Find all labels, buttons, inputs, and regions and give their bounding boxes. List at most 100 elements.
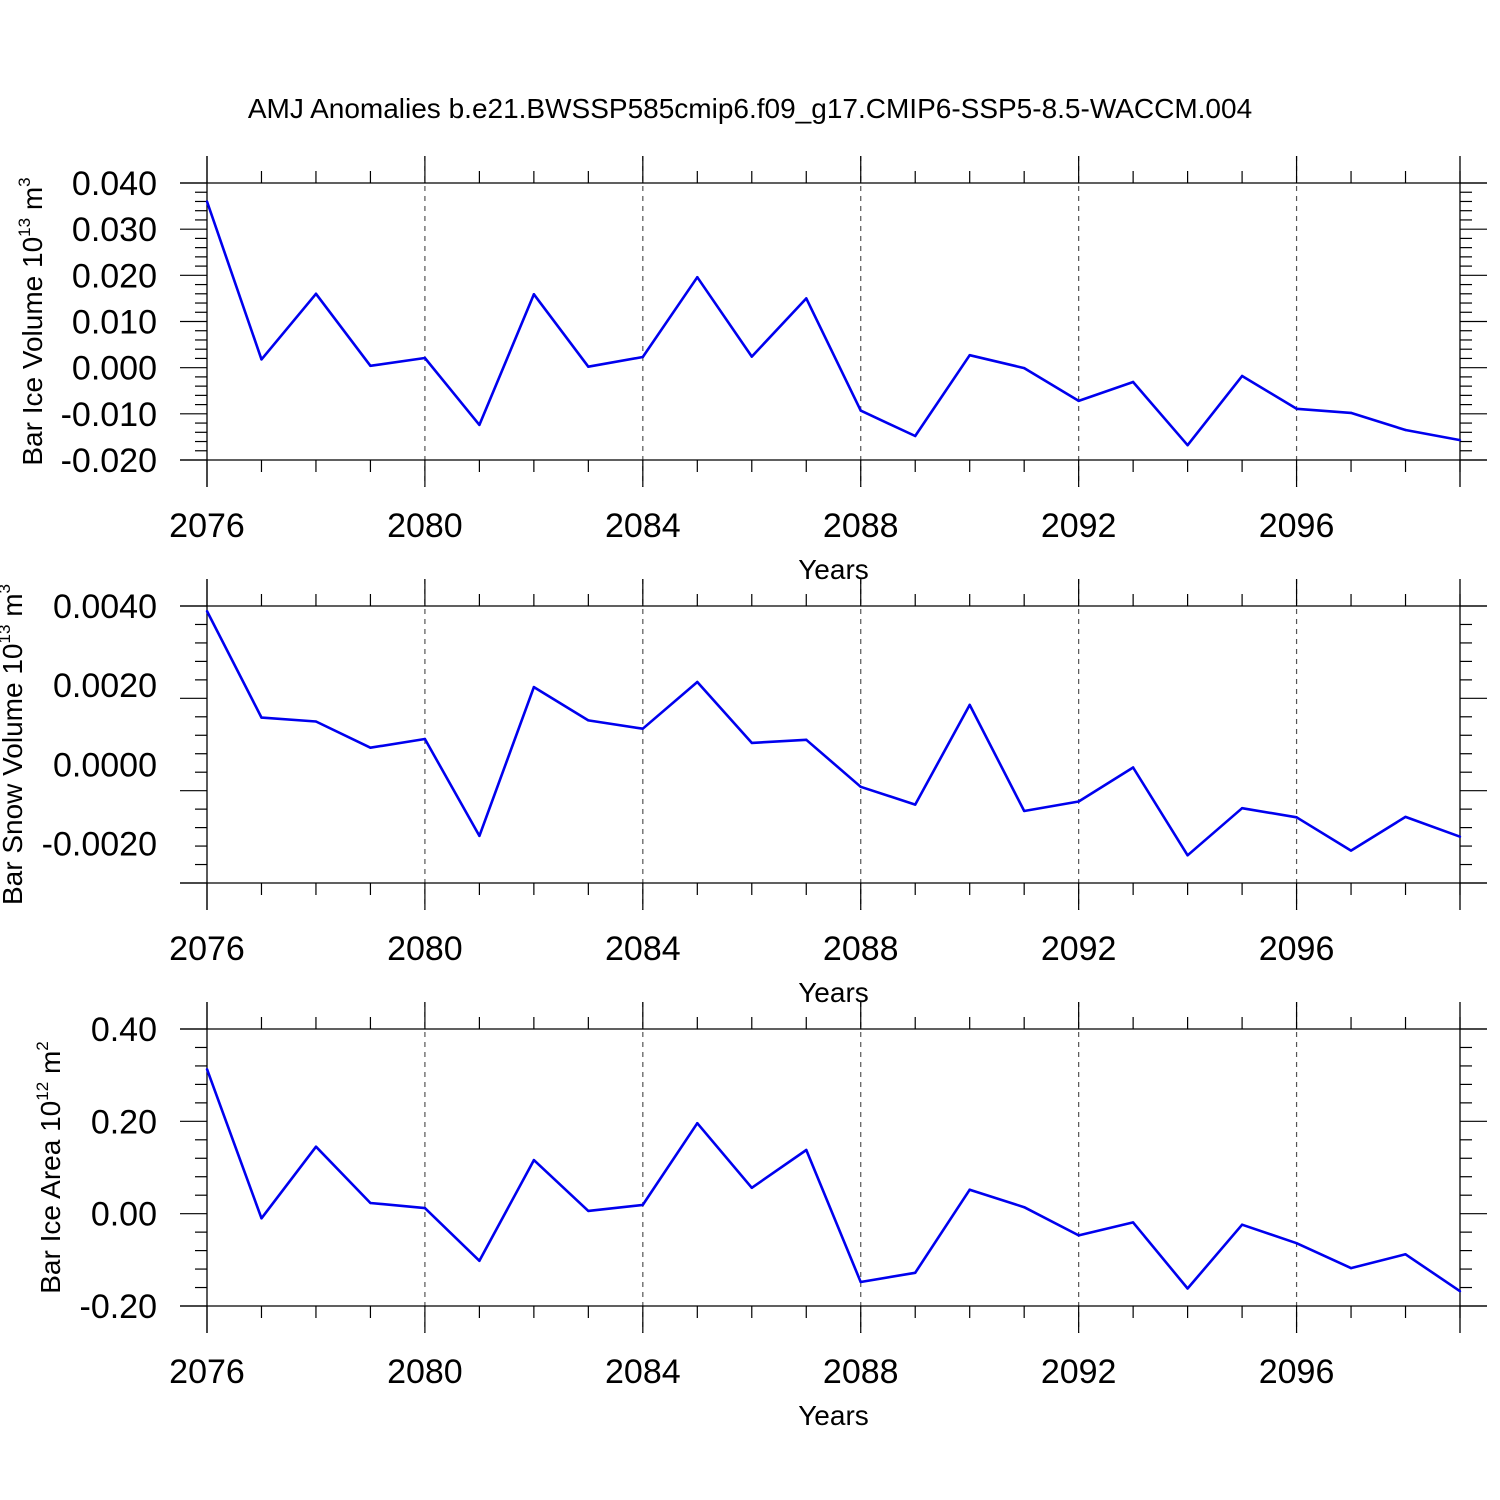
data-point <box>1349 411 1353 415</box>
data-point <box>914 1271 917 1274</box>
y-tick-label: -0.0020 <box>42 825 157 863</box>
data-point <box>369 746 372 749</box>
panel-2: 0.0040 0.0020 0.0000 -0.0020 2076 2080 2084 208… <box>0 579 1487 1008</box>
y-tick-label: 0.020 <box>72 257 157 295</box>
data-point <box>1077 1234 1080 1237</box>
data-point <box>750 741 753 745</box>
data-point <box>314 720 318 723</box>
data-point <box>205 1067 209 1071</box>
data-point <box>1295 1242 1298 1245</box>
panels: 0.040 0.030 0.020 0.010 0.000 -0.010 -0.020 207… <box>0 156 1487 1431</box>
data-point <box>641 1203 645 1207</box>
data-point <box>587 365 590 368</box>
figure-title: AMJ Anomalies b.e21.BWSSP585cmip6.f09_g1… <box>248 93 1252 124</box>
x-tick-label: 2080 <box>387 1353 463 1391</box>
data-point <box>1186 854 1189 857</box>
y-tick-label: -0.010 <box>61 396 157 434</box>
data-point <box>968 354 971 357</box>
x-tick-label: 2088 <box>823 930 899 968</box>
y-tick-label: 0.0040 <box>53 588 157 626</box>
data-point <box>587 1209 590 1213</box>
plot-frame <box>180 1002 1487 1333</box>
data-point <box>859 409 862 412</box>
data-point <box>1186 1287 1189 1290</box>
data-point <box>1022 1206 1026 1209</box>
data-point <box>369 1201 372 1205</box>
data-point <box>205 609 209 613</box>
data-point <box>750 1186 753 1190</box>
x-tick-label: 2096 <box>1259 507 1335 545</box>
data-point <box>260 1217 263 1220</box>
panel-1: 0.040 0.030 0.020 0.010 0.000 -0.010 -0.020 207… <box>15 156 1487 585</box>
data-point <box>1458 835 1462 838</box>
y-tick-label: -0.20 <box>80 1288 158 1326</box>
x-tick-label: 2084 <box>605 507 681 545</box>
data-point <box>1295 816 1298 819</box>
y-axis-label: Bar Ice Volume 1013 m3 <box>15 177 48 465</box>
data-point <box>423 1206 427 1210</box>
data-point <box>205 200 209 203</box>
series-line <box>205 1068 1461 1293</box>
data-point <box>478 1259 481 1262</box>
data-point <box>750 355 753 358</box>
x-tick-label: 2096 <box>1259 930 1335 968</box>
data-point <box>641 727 645 730</box>
data-point <box>1131 766 1135 769</box>
x-tick-label: 2080 <box>387 930 463 968</box>
data-point <box>369 364 372 368</box>
x-axis-label: Years <box>798 977 869 1008</box>
data-point <box>1295 407 1298 410</box>
data-point <box>532 1158 536 1162</box>
data-point <box>1077 800 1080 803</box>
data-point <box>1240 1223 1244 1226</box>
data-point <box>1186 444 1189 447</box>
panel-3: 0.40 0.20 0.00 -0.20 2076 2080 2084 2088 2092 209… <box>33 1002 1487 1431</box>
data-point <box>1077 399 1080 403</box>
x-axis-label: Years <box>798 1400 869 1431</box>
data-point <box>641 355 645 359</box>
series-line <box>205 610 1461 857</box>
x-tick-label: 2076 <box>169 1353 245 1391</box>
data-point <box>968 1188 971 1191</box>
x-tick-label: 2092 <box>1041 507 1117 545</box>
data-point <box>805 738 808 741</box>
y-tick-label: 0.20 <box>91 1103 157 1141</box>
x-tick-label: 2088 <box>823 1353 899 1391</box>
x-tick-label: 2076 <box>169 507 245 545</box>
data-point <box>1240 374 1244 378</box>
data-point <box>314 1145 318 1148</box>
x-tick-label: 2096 <box>1259 1353 1335 1391</box>
y-tick-label: 0.000 <box>72 350 157 388</box>
plot-frame <box>180 579 1487 910</box>
data-point <box>1349 849 1353 852</box>
y-tick-label: -0.020 <box>61 442 157 480</box>
data-point <box>260 716 263 719</box>
data-point <box>1131 1221 1135 1224</box>
data-point <box>532 293 536 296</box>
data-point <box>1022 366 1026 370</box>
y-tick-label: 0.010 <box>72 304 157 342</box>
data-point <box>1404 1253 1407 1256</box>
data-point <box>805 1148 808 1152</box>
data-point <box>1131 380 1135 384</box>
y-tick-label: 0.030 <box>72 211 157 249</box>
data-point <box>696 275 699 279</box>
data-point <box>914 803 917 806</box>
data-point <box>859 1280 862 1284</box>
x-axis-label: Years <box>798 554 869 585</box>
data-point <box>1458 1290 1462 1293</box>
x-tick-label: 2080 <box>387 507 463 545</box>
data-point <box>968 703 971 707</box>
plot-frame <box>180 156 1487 487</box>
data-point <box>1404 428 1407 432</box>
x-tick-label: 2092 <box>1041 1353 1117 1391</box>
data-point <box>314 292 318 295</box>
data-point <box>423 356 427 360</box>
data-point <box>478 834 481 838</box>
x-tick-label: 2084 <box>605 930 681 968</box>
x-tick-label: 2088 <box>823 507 899 545</box>
data-point <box>478 423 481 427</box>
y-tick-label: 0.40 <box>91 1011 157 1049</box>
data-point <box>260 358 263 361</box>
